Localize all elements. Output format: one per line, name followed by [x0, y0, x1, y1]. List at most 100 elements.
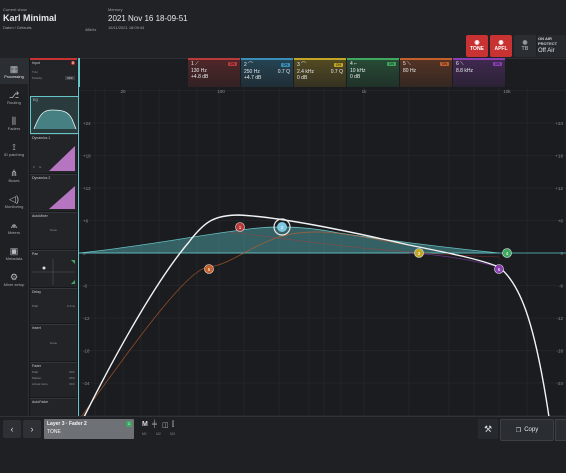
nav-item-meters[interactable]: ⩕ Meters — [0, 214, 28, 240]
eq-band-4[interactable]: 4 ⌐ ON 10 kHz 0 dB — [347, 58, 399, 89]
fader-store-label: Actual store — [32, 382, 48, 386]
fader-icon[interactable]: ╪ — [152, 421, 157, 428]
band-on-badge[interactable]: ON — [386, 62, 396, 66]
tools-button[interactable]: ⚒ — [478, 419, 498, 439]
eq-graph[interactable]: 201001k10k+24+18+12+60-6-12-18-24+24+18+… — [78, 87, 566, 418]
delay-module[interactable]: Delay Path 0.1ms — [30, 288, 77, 323]
fader-path-value[interactable]: OFF — [69, 370, 75, 374]
fader-title: Fader — [32, 364, 42, 368]
eq-band-handle-3[interactable] — [414, 248, 424, 258]
band-gain[interactable]: 0 dB — [297, 75, 308, 81]
band-on-badge[interactable]: ON — [280, 62, 290, 67]
talkback-button-label: TB — [521, 46, 529, 52]
band-on-badge[interactable]: ON — [227, 62, 237, 66]
prev-button[interactable]: ‹ — [3, 420, 21, 438]
bottom-bar: ‹ › Layer 3 · Fader 2 TONE 1 M ╪ ◫ ⫿ M1 … — [0, 416, 566, 473]
layer-label: Layer 3 · Fader 2 — [47, 421, 87, 427]
nav-label: Faders — [7, 125, 21, 131]
sample-rate: 48kHz — [85, 27, 97, 32]
band-on-badge[interactable]: ON — [333, 62, 343, 67]
copy-button[interactable]: ❐ Copy — [500, 419, 554, 441]
mute-icon[interactable]: ◫ — [162, 422, 169, 429]
chevron-right-icon: › — [30, 424, 34, 434]
layer-selector[interactable]: Layer 3 · Fader 2 TONE 1 — [44, 419, 134, 439]
memory-label: Memory — [108, 7, 123, 12]
nav-item-faders[interactable]: ⫼ Faders — [0, 110, 28, 136]
eq-band-5[interactable]: 5 ⟍ ON 80 Hz — [400, 58, 452, 89]
talkback-button[interactable]: ◉ TB — [514, 35, 536, 57]
autofader-module[interactable]: AutoFader — [30, 398, 77, 417]
wrench-icon: ⚒ — [483, 423, 493, 434]
insert-title: Insert — [32, 326, 41, 330]
fader-master-value[interactable]: OFF — [69, 376, 75, 380]
eq-band-handle-4[interactable] — [502, 248, 512, 258]
eq-band-handle-5[interactable] — [204, 264, 214, 274]
nav-label: ID patching — [3, 151, 25, 157]
eq-band-handle-1[interactable] — [235, 222, 245, 232]
band-on-badge[interactable]: ON — [492, 62, 502, 66]
eq-band-6[interactable]: 6 ⟍ ON 8.8 kHz — [453, 58, 505, 89]
eq-band-handle-label: 5 — [208, 267, 211, 272]
automixer-title: AutoMixer — [32, 214, 48, 218]
fader-store-value[interactable]: OFF — [69, 382, 75, 386]
band-frequency[interactable]: 130 Hz — [191, 68, 207, 74]
on-air-panel[interactable]: ON AIR PROTECT Off Air — [537, 35, 566, 57]
nav-item-monitoring[interactable]: ◁) Monitoring — [0, 188, 28, 214]
paste-button[interactable] — [555, 419, 566, 441]
eq-band-handle-label: 2 — [281, 225, 284, 230]
memory-date: 16/11/2021 18:09:44 — [108, 25, 145, 30]
band-frequency[interactable]: 8.8 kHz — [456, 68, 473, 74]
nav-item-mixer-setup[interactable]: ⚙ Mixer setup — [0, 266, 28, 292]
eq-band-3[interactable]: 3 ⌒ ON 2.4 kHz 0.7 Q 0 dB — [294, 58, 346, 89]
dynamics1-c: C — [33, 165, 36, 169]
band-frequency[interactable]: 2.4 kHz — [297, 69, 314, 75]
memory-name[interactable]: 2021 Nov 16 18-09-51 — [108, 14, 188, 23]
freq-tick-label: 20 — [120, 89, 126, 94]
layer-badge: 1 — [126, 421, 132, 427]
db-tick-label-right: -18 — [556, 349, 563, 354]
delay-path-label: Path — [32, 304, 39, 308]
pan-module[interactable]: Pan — [30, 250, 77, 287]
automixer-none: None — [49, 228, 58, 232]
input-module[interactable]: Input 8 Trim Polarity OFF — [30, 58, 77, 97]
eq-graph-svg[interactable]: 201001k10k+24+18+12+60-6-12-18-24+24+18+… — [78, 87, 566, 418]
dynamics2-module[interactable]: Dynamics 2 — [30, 174, 77, 211]
nav-item-routing[interactable]: ⎇ Routing — [0, 84, 28, 110]
band-gain[interactable]: +4.7 dB — [244, 75, 262, 81]
insert-module[interactable]: Insert None — [30, 324, 77, 361]
eq-band-2[interactable]: 2 ⌒ ON 250 Hz 0.7 Q +4.7 dB — [241, 58, 293, 89]
fader-module[interactable]: Fader Path OFF Master OFF Actual store O… — [30, 362, 77, 397]
nav-item-buses[interactable]: ⋔ Buses — [0, 162, 28, 188]
show-name[interactable]: Karl Minimal — [3, 13, 57, 23]
band-q[interactable]: 0.7 Q — [277, 69, 290, 75]
band-5-curve — [80, 231, 410, 418]
band-frequency[interactable]: 10 kHz — [350, 68, 366, 74]
nav-item-id-patching[interactable]: ⟟ ID patching — [0, 136, 28, 162]
band-q[interactable]: 0.7 Q — [330, 69, 343, 75]
solo-icon[interactable]: ⫿ — [172, 421, 175, 428]
apfl-button[interactable]: ◉ APFL — [490, 35, 512, 57]
band-frequency[interactable]: 250 Hz — [244, 69, 260, 75]
eq-band-1[interactable]: 1 ⟋ ON 130 Hz +4.8 dB — [188, 58, 240, 89]
eq-band-handle-2[interactable] — [277, 222, 287, 232]
band-gain[interactable]: +4.8 dB — [191, 74, 209, 80]
eq-module[interactable]: EQ — [30, 96, 79, 134]
band-on-badge[interactable]: ON — [439, 62, 449, 66]
band-gain[interactable]: 0 dB — [350, 74, 361, 80]
band-frequency[interactable]: 80 Hz — [403, 68, 417, 74]
autofader-title: AutoFader — [32, 400, 49, 404]
next-button[interactable]: › — [23, 420, 41, 438]
eq-band-handle-6[interactable] — [494, 264, 504, 274]
nav-item-processing[interactable]: ▦ Processing — [0, 58, 28, 84]
automixer-module[interactable]: AutoMixer None — [30, 212, 77, 249]
dynamics1-module[interactable]: Dynamics 1 C G — [30, 134, 77, 173]
input-title: Input — [32, 61, 40, 65]
db-tick-label-right: +18 — [555, 154, 563, 159]
tone-button[interactable]: ◉ TONE — [466, 35, 488, 57]
db-tick-label-left: -6 — [83, 284, 87, 289]
polarity-toggle[interactable]: OFF — [65, 76, 75, 80]
polarity-label: Polarity — [32, 76, 43, 80]
routing-icon: ⎇ — [8, 89, 20, 100]
nav-item-metadata[interactable]: ▣ Metadata — [0, 240, 28, 266]
highpass-icon: ⟋ — [195, 61, 199, 67]
